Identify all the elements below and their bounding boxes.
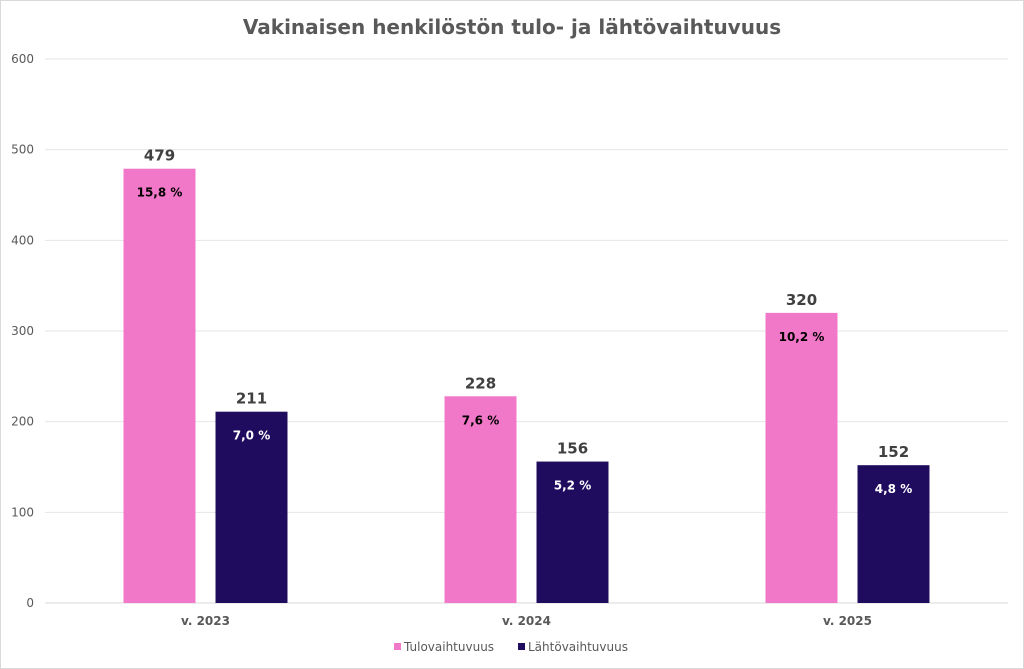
data-label: 152 [878, 443, 909, 461]
data-label: 156 [557, 440, 588, 458]
legend-label: Lähtövaihtuvuus [528, 640, 628, 654]
percent-label: 10,2 % [779, 330, 825, 344]
legend-swatch [518, 643, 525, 650]
x-tick-label: v. 2025 [823, 614, 872, 628]
y-tick-label: 600 [11, 52, 34, 66]
bar [857, 465, 930, 603]
bar [536, 461, 609, 603]
legend-label: Tulovaihtuvuus [403, 640, 494, 654]
data-label: 479 [144, 147, 175, 165]
y-tick-label: 200 [11, 415, 34, 429]
y-tick-label: 300 [11, 324, 34, 338]
chart-title: Vakinaisen henkilöstön tulo- ja lähtövai… [243, 15, 781, 39]
percent-label: 7,6 % [462, 413, 499, 427]
legend-swatch [394, 643, 401, 650]
data-label: 211 [236, 390, 267, 408]
bar [444, 396, 517, 603]
data-label: 320 [786, 291, 817, 309]
percent-label: 7,0 % [233, 429, 270, 443]
bar [215, 411, 288, 603]
y-tick-label: 400 [11, 233, 34, 247]
percent-label: 5,2 % [554, 479, 591, 493]
bar [765, 312, 838, 603]
y-tick-label: 100 [11, 505, 34, 519]
x-tick-label: v. 2024 [502, 614, 551, 628]
y-tick-label: 0 [26, 596, 34, 610]
data-label: 228 [465, 374, 496, 392]
bar [123, 168, 196, 603]
percent-label: 4,8 % [875, 482, 912, 496]
percent-label: 15,8 % [137, 186, 183, 200]
x-tick-label: v. 2023 [181, 614, 230, 628]
y-tick-label: 500 [11, 143, 34, 157]
